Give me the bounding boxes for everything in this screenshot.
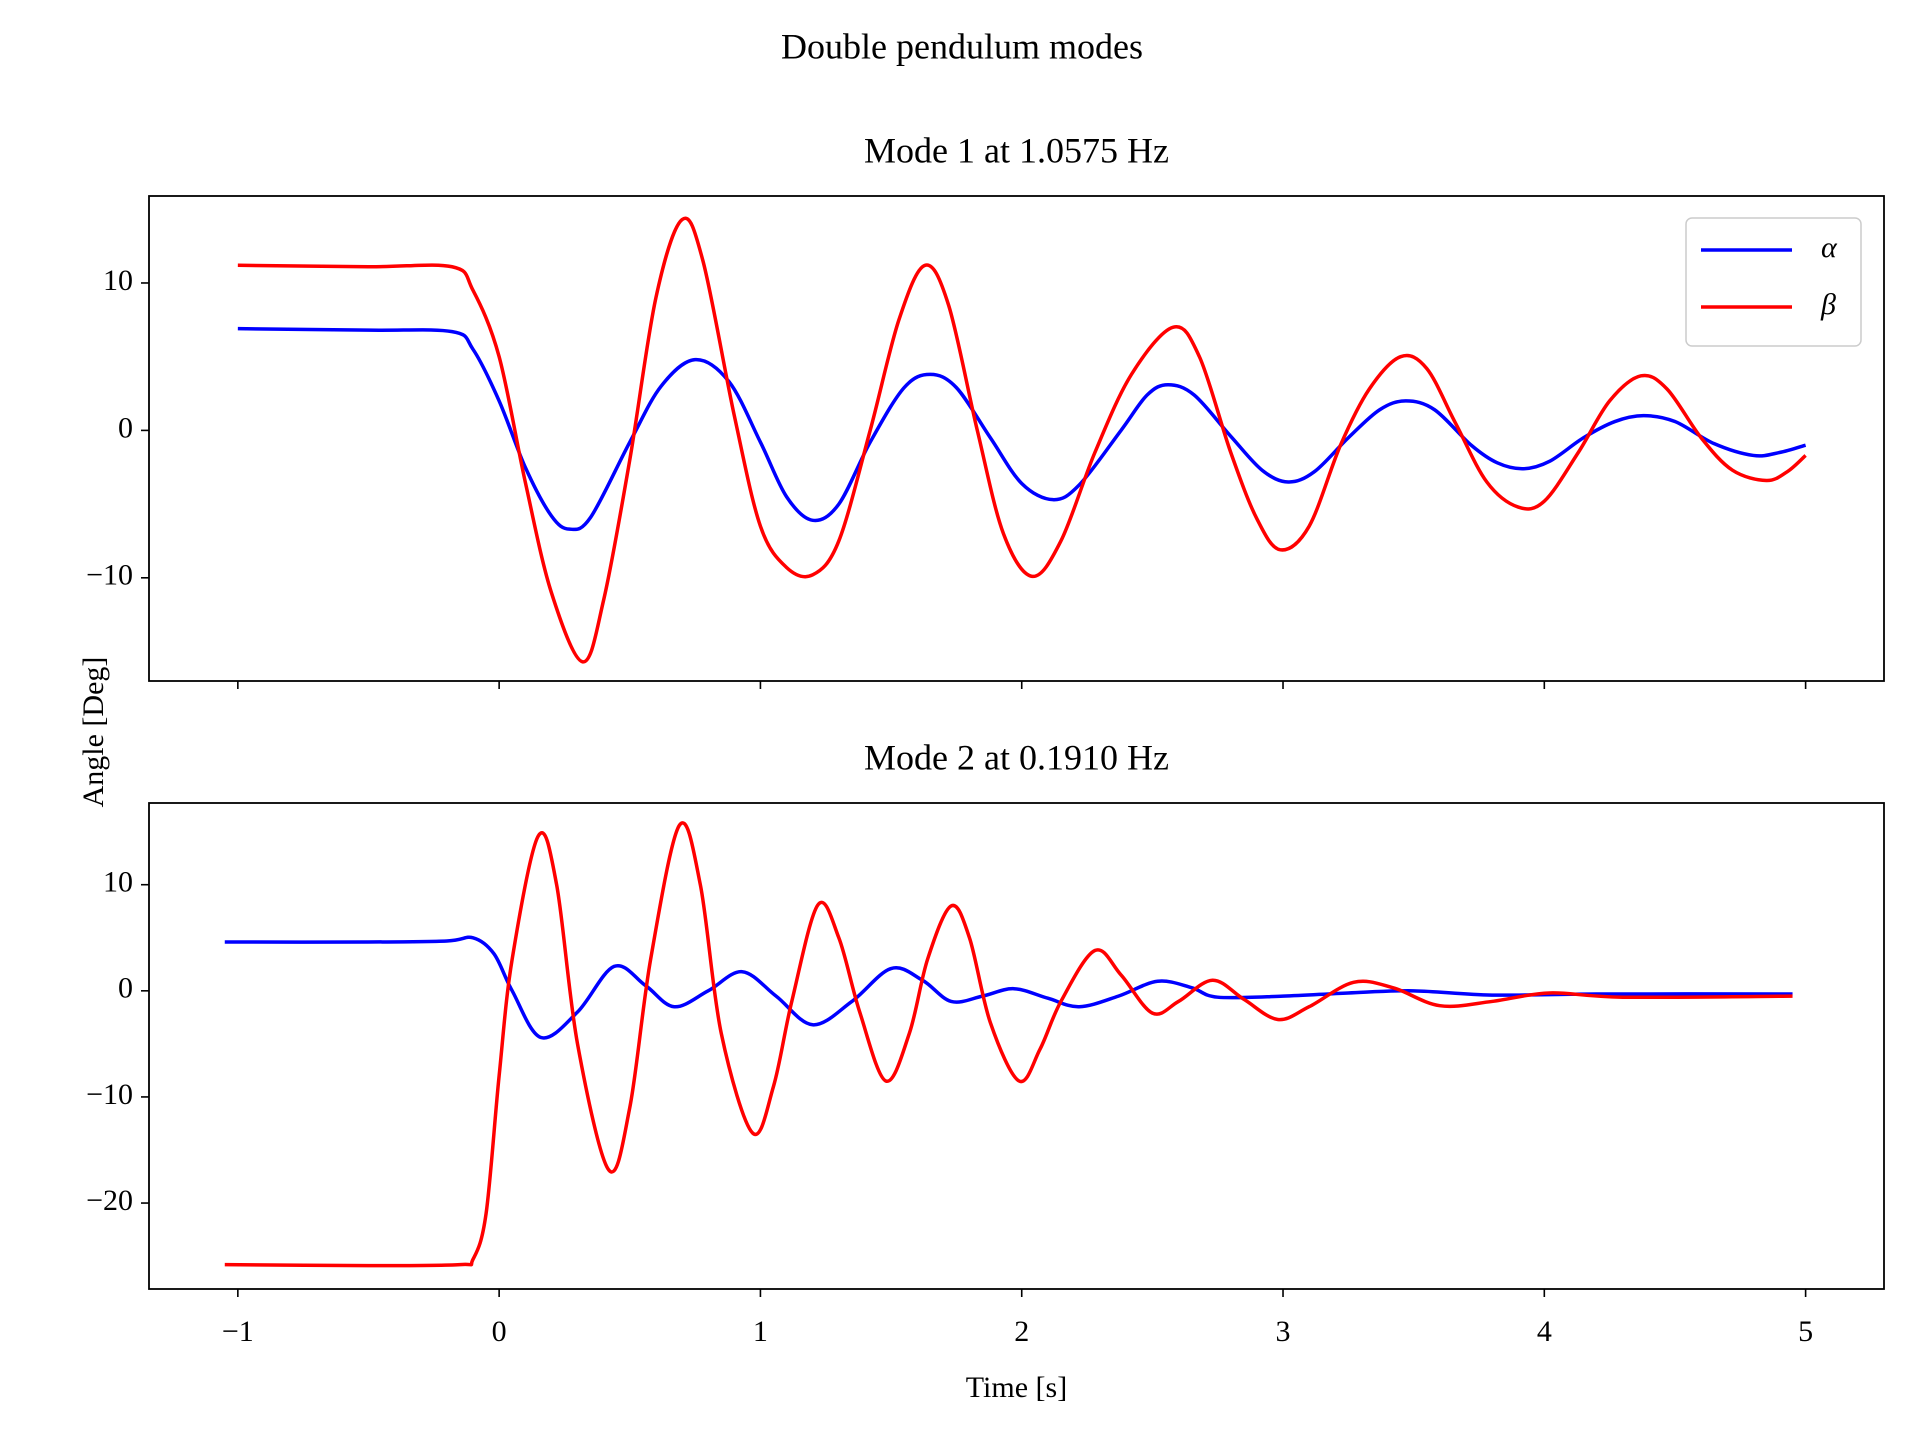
y-tick-label: −10	[86, 559, 133, 592]
data-line	[237, 326, 1807, 532]
legend-label: α	[1821, 231, 1838, 264]
x-tick-label: 5	[1798, 1315, 1813, 1348]
axes-frame	[148, 195, 1885, 682]
y-tick-label: 10	[103, 264, 133, 297]
x-tick-label: 4	[1537, 1315, 1552, 1348]
x-tick-label: 1	[753, 1315, 768, 1348]
x-tick-label: 3	[1276, 1315, 1291, 1348]
x-tick-label: −1	[222, 1315, 254, 1348]
y-tick-label: 0	[118, 972, 133, 1005]
y-tick-label: −20	[86, 1184, 133, 1217]
y-tick-label: −10	[86, 1078, 133, 1111]
x-axis-label: Time [s]	[966, 1371, 1067, 1404]
y-tick-label: 10	[103, 866, 133, 899]
figure-title: Double pendulum modes	[781, 26, 1143, 66]
x-tick-label: 0	[492, 1315, 507, 1348]
data-line	[224, 821, 1793, 1268]
y-tick-label: 0	[118, 411, 133, 444]
subplot-title: Mode 1 at 1.0575 Hz	[864, 130, 1169, 170]
subplot-title: Mode 2 at 0.1910 Hz	[864, 737, 1169, 777]
data-line	[237, 216, 1807, 664]
data-line	[224, 935, 1793, 1040]
y-axis-label: Angle [Deg]	[77, 657, 110, 808]
legend-label: β	[1820, 288, 1836, 321]
axes-frame	[148, 802, 1885, 1290]
x-tick-label: 2	[1014, 1315, 1029, 1348]
